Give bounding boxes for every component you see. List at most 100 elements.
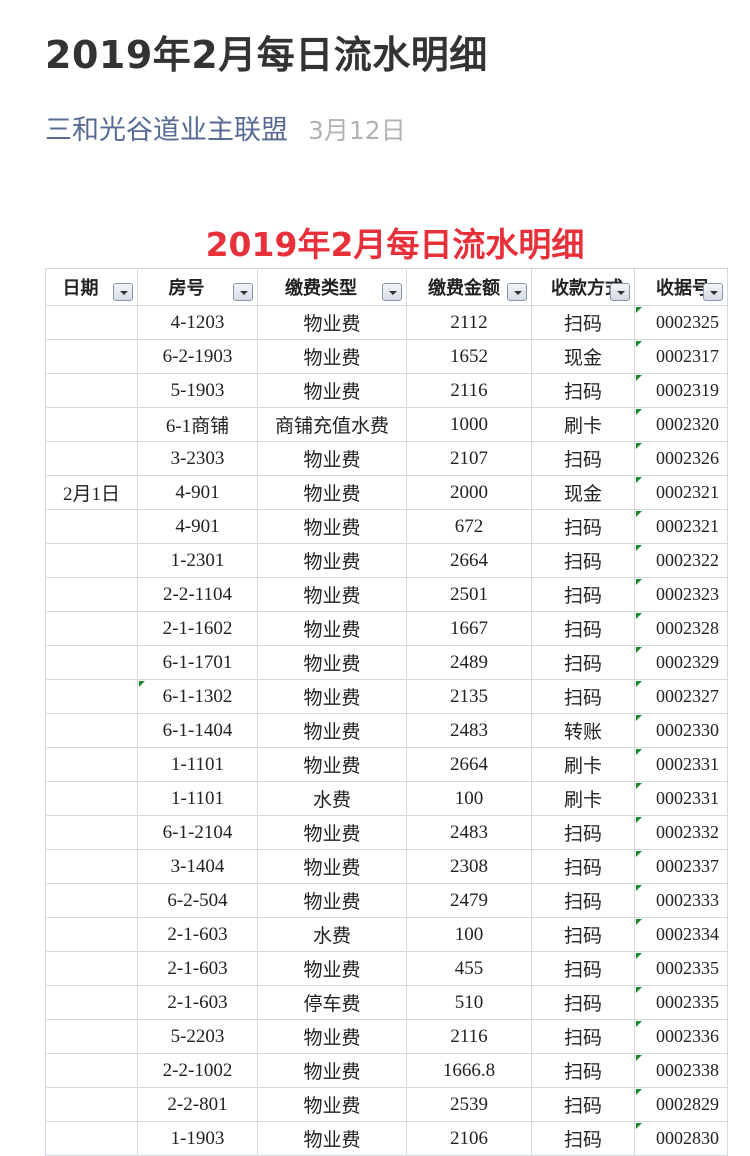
cell-fee-type[interactable]: 物业费 [258,850,407,884]
cell-amount[interactable]: 2116 [407,374,532,408]
cell-room[interactable]: 1-1101 [138,782,258,816]
cell-receipt[interactable]: 0002326 [635,442,728,476]
cell-fee-type[interactable]: 物业费 [258,1020,407,1054]
cell-fee-type[interactable]: 停车费 [258,986,407,1020]
cell-receipt[interactable]: 0002322 [635,544,728,578]
cell-amount[interactable]: 100 [407,782,532,816]
cell-date[interactable] [45,884,138,918]
cell-fee-type[interactable]: 物业费 [258,510,407,544]
filter-dropdown-icon[interactable] [233,283,253,301]
cell-room[interactable]: 3-2303 [138,442,258,476]
cell-date[interactable] [45,578,138,612]
cell-payment-method[interactable]: 扫码 [532,510,635,544]
cell-payment-method[interactable]: 刷卡 [532,408,635,442]
cell-amount[interactable]: 2106 [407,1122,532,1156]
filter-dropdown-icon[interactable] [382,283,402,301]
cell-receipt[interactable]: 0002333 [635,884,728,918]
cell-receipt[interactable]: 0002325 [635,306,728,340]
cell-receipt[interactable]: 0002321 [635,510,728,544]
cell-amount[interactable]: 2107 [407,442,532,476]
cell-amount[interactable]: 2483 [407,816,532,850]
cell-receipt[interactable]: 0002331 [635,782,728,816]
cell-payment-method[interactable]: 扫码 [532,544,635,578]
cell-date[interactable] [45,374,138,408]
cell-room[interactable]: 4-901 [138,476,258,510]
cell-room[interactable]: 6-2-1903 [138,340,258,374]
cell-room[interactable]: 6-1-1404 [138,714,258,748]
cell-payment-method[interactable]: 扫码 [532,918,635,952]
cell-fee-type[interactable]: 物业费 [258,952,407,986]
cell-receipt[interactable]: 0002321 [635,476,728,510]
cell-amount[interactable]: 455 [407,952,532,986]
cell-room[interactable]: 2-1-603 [138,918,258,952]
cell-payment-method[interactable]: 扫码 [532,1122,635,1156]
cell-room[interactable]: 4-901 [138,510,258,544]
cell-fee-type[interactable]: 物业费 [258,646,407,680]
cell-amount[interactable]: 1652 [407,340,532,374]
cell-date[interactable] [45,816,138,850]
cell-room[interactable]: 1-2301 [138,544,258,578]
cell-room[interactable]: 1-1101 [138,748,258,782]
cell-amount[interactable]: 1666.8 [407,1054,532,1088]
cell-date[interactable] [45,612,138,646]
cell-receipt[interactable]: 0002323 [635,578,728,612]
cell-payment-method[interactable]: 刷卡 [532,782,635,816]
cell-date[interactable] [45,714,138,748]
cell-fee-type[interactable]: 物业费 [258,1088,407,1122]
cell-date[interactable]: 2月1日 [45,476,138,510]
cell-room[interactable]: 2-2-1002 [138,1054,258,1088]
cell-date[interactable] [45,1020,138,1054]
cell-receipt[interactable]: 0002335 [635,952,728,986]
cell-fee-type[interactable]: 物业费 [258,1122,407,1156]
cell-payment-method[interactable]: 扫码 [532,986,635,1020]
cell-fee-type[interactable]: 物业费 [258,578,407,612]
cell-payment-method[interactable]: 扫码 [532,646,635,680]
cell-payment-method[interactable]: 扫码 [532,1054,635,1088]
cell-amount[interactable]: 2479 [407,884,532,918]
cell-room[interactable]: 6-1-1701 [138,646,258,680]
cell-amount[interactable]: 2483 [407,714,532,748]
cell-receipt[interactable]: 0002338 [635,1054,728,1088]
cell-fee-type[interactable]: 物业费 [258,816,407,850]
cell-fee-type[interactable]: 物业费 [258,680,407,714]
cell-receipt[interactable]: 0002331 [635,748,728,782]
cell-date[interactable] [45,680,138,714]
cell-date[interactable] [45,340,138,374]
cell-receipt[interactable]: 0002317 [635,340,728,374]
cell-room[interactable]: 2-1-603 [138,952,258,986]
filter-dropdown-icon[interactable] [113,283,133,301]
cell-payment-method[interactable]: 扫码 [532,1088,635,1122]
cell-receipt[interactable]: 0002332 [635,816,728,850]
cell-fee-type[interactable]: 物业费 [258,1054,407,1088]
cell-receipt[interactable]: 0002329 [635,646,728,680]
cell-room[interactable]: 1-1903 [138,1122,258,1156]
cell-payment-method[interactable]: 刷卡 [532,748,635,782]
cell-room[interactable]: 2-2-1104 [138,578,258,612]
cell-payment-method[interactable]: 扫码 [532,612,635,646]
cell-fee-type[interactable]: 物业费 [258,476,407,510]
cell-receipt[interactable]: 0002830 [635,1122,728,1156]
cell-receipt[interactable]: 0002320 [635,408,728,442]
cell-payment-method[interactable]: 现金 [532,340,635,374]
cell-payment-method[interactable]: 扫码 [532,680,635,714]
cell-receipt[interactable]: 0002829 [635,1088,728,1122]
cell-date[interactable] [45,510,138,544]
cell-payment-method[interactable]: 扫码 [532,442,635,476]
cell-fee-type[interactable]: 物业费 [258,544,407,578]
cell-date[interactable] [45,1088,138,1122]
cell-payment-method[interactable]: 转账 [532,714,635,748]
cell-room[interactable]: 4-1203 [138,306,258,340]
cell-receipt[interactable]: 0002334 [635,918,728,952]
cell-amount[interactable]: 2664 [407,748,532,782]
cell-date[interactable] [45,918,138,952]
cell-date[interactable] [45,408,138,442]
cell-fee-type[interactable]: 物业费 [258,714,407,748]
cell-payment-method[interactable]: 现金 [532,476,635,510]
cell-date[interactable] [45,782,138,816]
cell-amount[interactable]: 2664 [407,544,532,578]
cell-amount[interactable]: 672 [407,510,532,544]
cell-amount[interactable]: 2000 [407,476,532,510]
cell-room[interactable]: 6-1-1302 [138,680,258,714]
cell-fee-type[interactable]: 商铺充值水费 [258,408,407,442]
account-link[interactable]: 三和光谷道业主联盟 [45,115,288,146]
